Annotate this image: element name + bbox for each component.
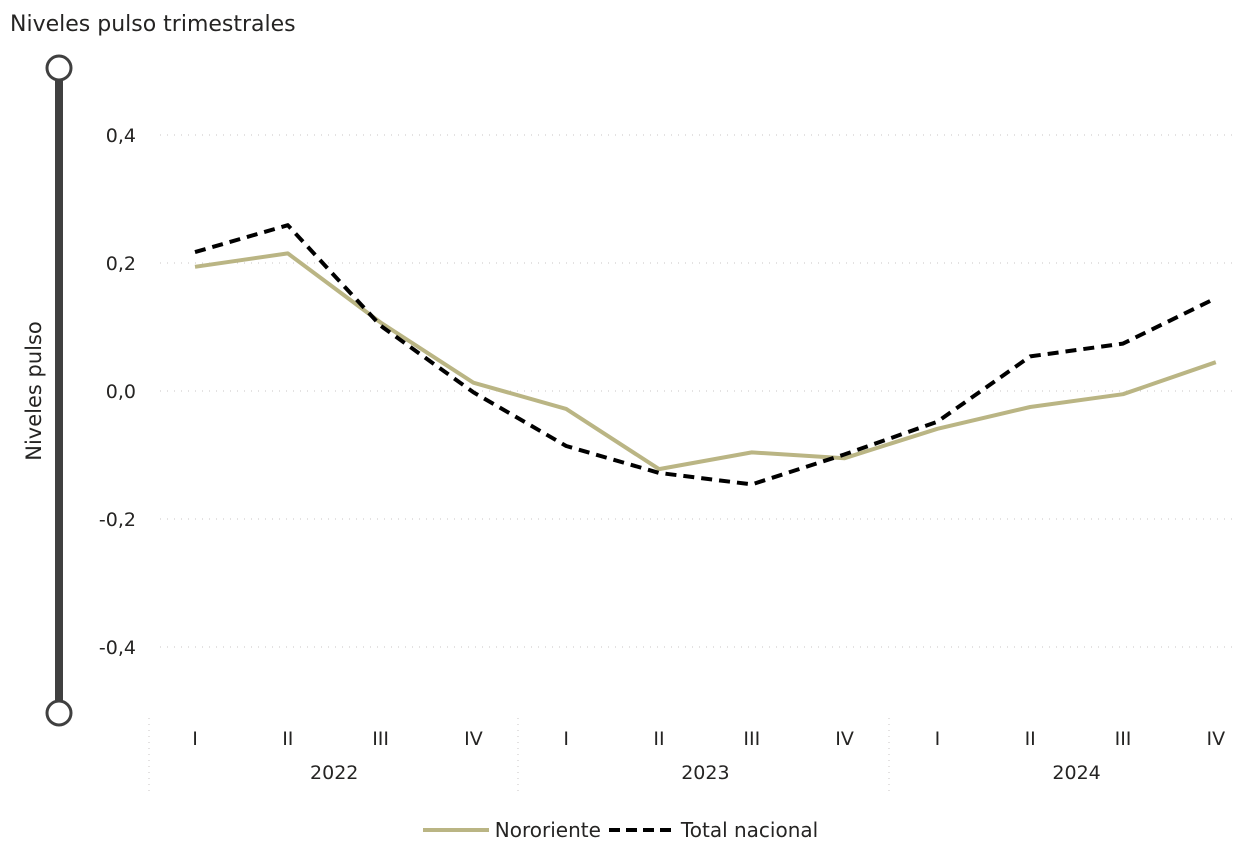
- slider-bottom-handle[interactable]: [45, 699, 73, 727]
- x-tick-label: II: [1025, 728, 1036, 750]
- series-lines: [194, 223, 1217, 487]
- y-range-slider[interactable]: [45, 54, 73, 727]
- x-tick-label: III: [743, 728, 760, 750]
- x-tick-label: II: [282, 728, 293, 750]
- y-axis-ticks: 0,4 0,2 0,0 -0,2 -0,4: [99, 125, 136, 659]
- legend-swatch-dashed: [608, 828, 675, 832]
- legend-item-total-nacional[interactable]: Total nacional: [608, 818, 819, 842]
- x-tick-label: IV: [464, 728, 483, 750]
- x-year-label: 2023: [681, 762, 729, 784]
- x-tick-label: III: [1115, 728, 1132, 750]
- x-tick-label: IV: [1206, 728, 1225, 750]
- x-tick-label: II: [653, 728, 664, 750]
- y-tick-label: 0,4: [106, 125, 136, 147]
- legend-label: Nororiente: [494, 818, 601, 842]
- chart-title: Niveles pulso trimestrales: [10, 12, 296, 37]
- legend-swatch-solid: [422, 828, 489, 832]
- y-tick-label: -0,2: [99, 509, 136, 531]
- series-line-total-nacional[interactable]: [194, 223, 1217, 487]
- x-tick-label: I: [935, 728, 941, 750]
- legend-label: Total nacional: [680, 818, 819, 842]
- y-tick-label: 0,0: [106, 381, 136, 403]
- x-tick-label: I: [563, 728, 569, 750]
- series-line-nororiente[interactable]: [194, 251, 1217, 472]
- legend: Nororiente Total nacional: [0, 818, 1241, 842]
- x-year-label: 2024: [1052, 762, 1100, 784]
- slider-top-handle[interactable]: [45, 54, 73, 82]
- x-tick-label: I: [192, 728, 198, 750]
- x-tick-label: III: [372, 728, 389, 750]
- gridlines: [160, 134, 1232, 648]
- x-tick-label: IV: [835, 728, 854, 750]
- y-tick-label: -0,4: [99, 637, 136, 659]
- x-year-label: 2022: [310, 762, 358, 784]
- legend-item-nororiente[interactable]: Nororiente: [422, 818, 601, 842]
- y-tick-label: 0,2: [106, 253, 136, 275]
